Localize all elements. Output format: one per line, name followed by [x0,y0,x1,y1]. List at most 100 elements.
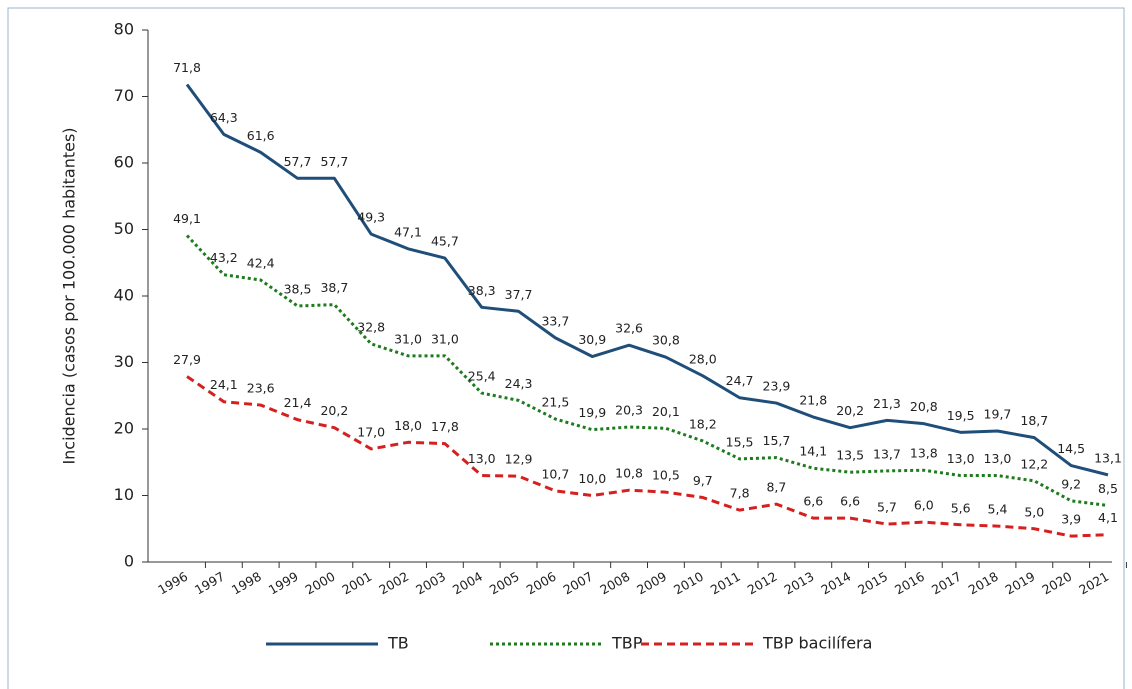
legend-label: TBP [611,634,643,653]
y-tick-label: 50 [114,219,134,238]
value-label: 38,7 [320,280,348,295]
value-label: 32,6 [615,321,643,336]
value-label: 37,7 [505,287,533,302]
value-label: 47,1 [394,224,422,239]
y-tick-label: 10 [114,485,134,504]
value-label: 43,2 [210,250,238,265]
x-tick-label: 2017 [929,569,964,598]
value-label: 21,4 [284,395,312,410]
value-label: 6,0 [914,498,934,513]
legend-label: TBP bacilífera [762,634,872,653]
value-label: 13,0 [984,451,1012,466]
value-label: 12,2 [1020,456,1048,471]
value-label: 25,4 [468,369,496,384]
value-label: 20,2 [320,403,348,418]
y-axis-label: Incidencia (casos por 100.000 habitantes… [60,127,79,464]
y-tick-label: 70 [114,86,134,105]
y-tick-label: 80 [114,20,134,39]
value-label: 8,7 [766,480,786,495]
value-label: 49,1 [173,211,201,226]
value-label: 20,2 [836,403,864,418]
x-tick-label: 2002 [376,569,411,598]
y-tick-label: 30 [114,352,134,371]
value-label: 10,7 [541,466,569,481]
value-label: 15,7 [763,433,791,448]
value-label: 9,7 [693,473,713,488]
x-tick-label: 1997 [192,569,227,598]
x-tick-label: 2019 [1003,569,1038,598]
value-label: 15,5 [726,434,754,449]
value-label: 45,7 [431,234,459,249]
value-label: 13,7 [873,446,901,461]
value-label: 5,7 [877,500,897,515]
x-tick-label: 2001 [339,569,374,598]
value-label: 13,1 [1094,450,1122,465]
series-line [185,83,1109,477]
value-label: 5,0 [1024,504,1044,519]
value-label: 13,8 [910,446,938,461]
value-label: 10,5 [652,468,680,483]
value-label: 19,5 [947,408,975,423]
value-label: 24,1 [210,377,238,392]
x-tick-label: 2005 [487,569,522,598]
value-label: 10,0 [578,471,606,486]
value-label: 30,8 [652,333,680,348]
value-label: 32,8 [357,319,385,334]
frame [7,7,1125,689]
value-label: 42,4 [247,256,275,271]
value-label: 5,4 [988,502,1008,517]
x-tick-label: 1996 [155,569,190,598]
value-label: 61,6 [247,128,275,143]
value-label: 18,2 [689,416,717,431]
value-label: 33,7 [541,313,569,328]
value-label: 20,8 [910,399,938,414]
value-label: 31,0 [394,331,422,346]
value-label: 12,9 [505,452,533,467]
value-label: 6,6 [840,494,860,509]
value-label: 17,0 [357,424,385,439]
value-label: 28,0 [689,351,717,366]
x-tick-label: 2006 [524,569,559,598]
value-label: 19,7 [984,406,1012,421]
value-label: 6,6 [803,494,823,509]
value-label: 8,5 [1098,481,1118,496]
x-tick-label: 2009 [634,569,669,598]
x-tick-label: 2008 [597,569,632,598]
series-line [186,375,1109,538]
x-tick-label: 2018 [966,569,1001,598]
x-tick-label: 2010 [671,569,706,598]
value-label: 57,7 [284,154,312,169]
value-label: 18,0 [394,418,422,433]
x-tick-label: 2007 [560,569,595,598]
x-tick-label: 2011 [708,569,743,598]
value-label: 7,8 [730,486,750,501]
value-label: 17,8 [431,419,459,434]
value-label: 21,8 [799,393,827,408]
value-label: 30,9 [578,332,606,347]
y-tick-label: 0 [124,552,134,571]
value-label: 3,9 [1061,512,1081,527]
value-label: 24,7 [726,373,754,388]
value-label: 31,0 [431,331,459,346]
value-label: 5,6 [951,500,971,515]
value-label: 20,1 [652,404,680,419]
value-label: 14,1 [799,444,827,459]
value-label: 23,6 [247,381,275,396]
value-label: 49,3 [357,210,385,225]
value-label: 24,3 [505,376,533,391]
value-label: 13,0 [468,451,496,466]
x-tick-label: 2003 [413,569,448,598]
value-label: 20,3 [615,403,643,418]
value-label: 38,5 [284,281,312,296]
y-tick-label: 20 [114,419,134,438]
y-tick-label: 40 [114,286,134,305]
x-tick-label: 2004 [450,569,485,598]
x-tick-label: 2000 [303,569,338,598]
x-tick-label: 1999 [266,569,301,598]
value-label: 38,3 [468,283,496,298]
x-tick-label: 2012 [745,569,780,598]
value-label: 57,7 [320,154,348,169]
value-label: 9,2 [1061,476,1081,491]
x-tick-label: 2013 [781,569,816,598]
